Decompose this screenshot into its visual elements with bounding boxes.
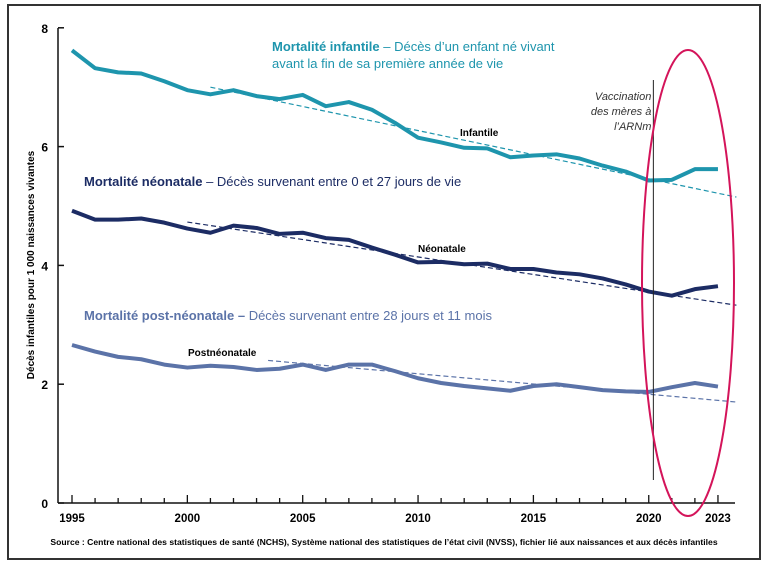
x-tick-label: 2010: [405, 513, 431, 525]
y-axis-label: Décès infantiles pour 1 000 naissances v…: [26, 150, 37, 379]
post-annotation-desc: Décès survenant entre 28 jours et 11 moi…: [245, 308, 492, 323]
x-tick-label: 1995: [59, 513, 85, 525]
series-label-neonatale: Néonatale: [418, 244, 466, 255]
post-annotation-title: Mortalité post-néonatale –: [84, 308, 245, 323]
infant-annotation-desc: – Décès d’un enfant né vivant: [380, 39, 555, 54]
x-tick-label: 2015: [521, 513, 547, 525]
vaccination-label: des mères à: [591, 106, 652, 118]
x-tick-label: 2000: [175, 513, 201, 525]
x-tick-label: 2023: [705, 513, 731, 525]
post-annotation: Mortalité post-néonatale – Décès survena…: [84, 308, 492, 323]
neo-annotation: Mortalité néonatale – Décès survenant en…: [84, 174, 461, 189]
chart-frame: [7, 4, 761, 560]
trend-line-1: [187, 221, 737, 306]
x-tick-label: 2020: [636, 513, 662, 525]
highlight-ellipse: [641, 49, 735, 517]
series-label-infantile: Infantile: [460, 128, 499, 139]
series-line-1: [71, 208, 719, 298]
series-label-postneonatale: Postnéonatale: [188, 348, 257, 359]
vaccination-label: Vaccination: [595, 91, 651, 103]
trend-line-2: [268, 359, 737, 403]
infant-annotation: Mortalité infantile – Décès d’un enfant …: [272, 39, 555, 54]
infant-annotation-line2: avant la fin de sa première année de vie: [272, 56, 503, 71]
x-tick-label: 2005: [290, 513, 316, 525]
y-tick-label: 2: [41, 378, 48, 392]
trend-line-0: [210, 86, 737, 198]
series-line-2: [71, 343, 719, 394]
neo-annotation-desc: – Décès survenant entre 0 et 27 jours de…: [202, 174, 461, 189]
y-tick-label: 8: [41, 22, 48, 36]
source-note: Source : Centre national des statistique…: [50, 537, 717, 547]
y-tick-label: 6: [41, 141, 48, 155]
y-tick-label: 0: [41, 497, 48, 511]
neo-annotation-title: Mortalité néonatale: [84, 174, 202, 189]
infant-annotation-title: Mortalité infantile: [272, 39, 380, 54]
y-tick-label: 4: [41, 259, 48, 273]
vaccination-label: l’ARNm: [614, 121, 651, 133]
